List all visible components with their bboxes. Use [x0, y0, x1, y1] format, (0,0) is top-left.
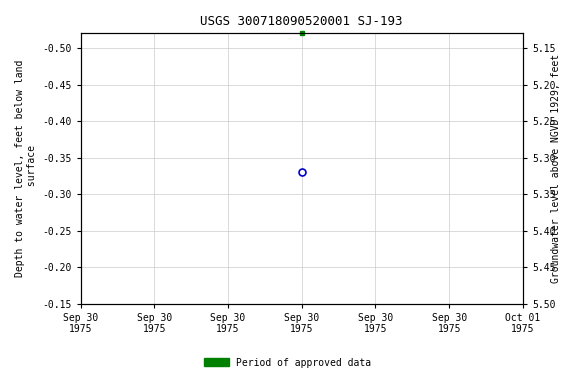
Legend: Period of approved data: Period of approved data — [200, 354, 376, 371]
Y-axis label: Depth to water level, feet below land
 surface: Depth to water level, feet below land su… — [15, 60, 37, 277]
Title: USGS 300718090520001 SJ-193: USGS 300718090520001 SJ-193 — [200, 15, 403, 28]
Y-axis label: Groundwater level above NGVD 1929, feet: Groundwater level above NGVD 1929, feet — [551, 54, 561, 283]
